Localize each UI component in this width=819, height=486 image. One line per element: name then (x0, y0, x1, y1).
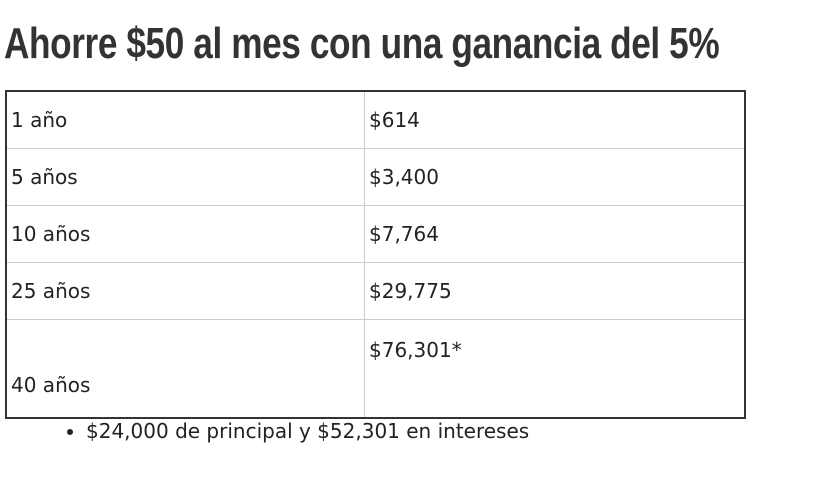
amount-cell: $3,400 (364, 148, 746, 206)
table-row: 25 años $29,775 (5, 262, 746, 320)
period-cell: 40 años (5, 319, 365, 419)
period-cell: 25 años (5, 262, 365, 320)
table-row: 10 años $7,764 (5, 205, 746, 263)
table-row: 1 año $614 (5, 90, 746, 149)
period-cell: 1 año (5, 90, 365, 149)
title: Ahorre $50 al mes con una ganancia del 5… (4, 19, 720, 68)
table-row: 5 años $3,400 (5, 148, 746, 206)
period-cell: 5 años (5, 148, 365, 206)
amount-cell: $614 (364, 90, 746, 149)
amount-cell: $76,301* (364, 319, 746, 419)
table-row: 40 años $76,301* (5, 319, 746, 419)
savings-table: 1 año $614 5 años $3,400 10 años $7,764 25 año… (5, 90, 746, 419)
amount-cell: $29,775 (364, 262, 746, 320)
amount-cell: $7,764 (364, 205, 746, 263)
notes: $24,000 de principal y $52,301 en intere… (36, 416, 529, 446)
note: $24,000 de principal y $52,301 en intere… (86, 416, 529, 446)
period-cell: 10 años (5, 205, 365, 263)
table-body: 1 año $614 5 años $3,400 10 años $7,764 25 año… (5, 90, 746, 419)
